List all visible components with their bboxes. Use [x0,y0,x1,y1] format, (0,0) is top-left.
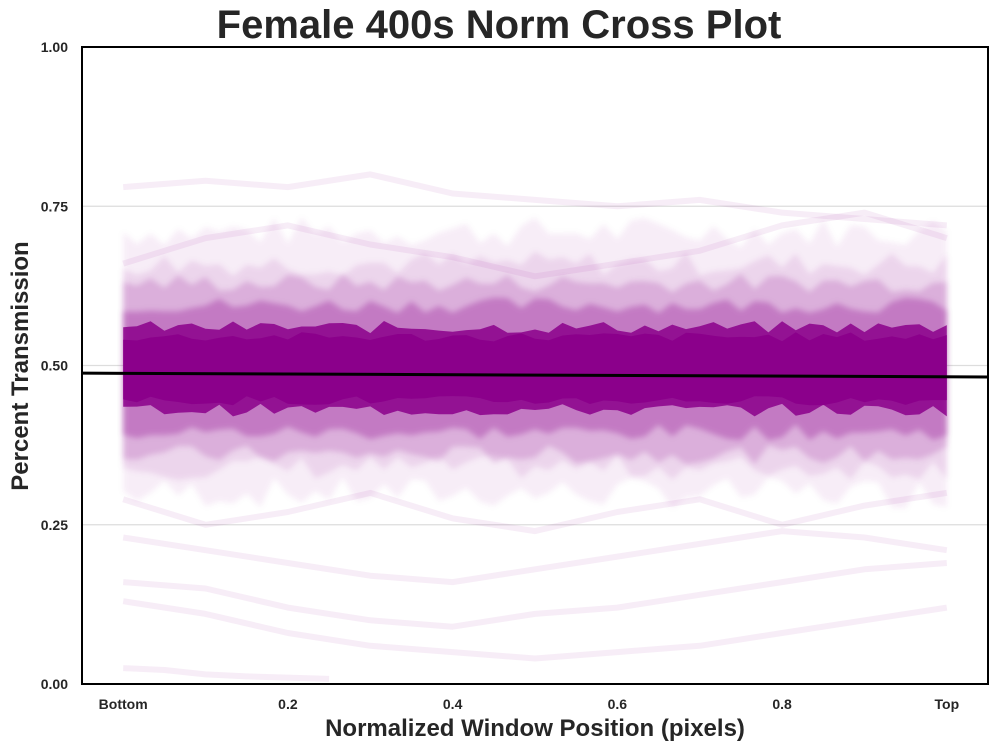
outlier-trace-2 [122,489,948,535]
outlier-trace-0 [122,171,948,229]
outlier-trace-3 [122,528,948,586]
y-tick-labels: 0.00 0.25 0.50 0.75 1.00 [41,39,68,692]
y-tick-label-3: 0.75 [41,198,68,214]
x-tick-label-5: Top [935,696,960,712]
fit-line-layer [82,371,988,379]
x-axis-label: Normalized Window Position (pixels) [325,715,745,742]
y-tick-label-2: 0.50 [41,358,68,374]
y-tick-label-1: 0.25 [41,517,68,533]
x-tick-label-1: 0.2 [278,696,298,712]
x-tick-label-4: 0.8 [772,696,792,712]
plot-frame [81,46,989,685]
x-tick-label-0: Bottom [99,696,148,712]
outlier-trace-6 [123,665,330,682]
fit-line [82,371,988,379]
chart-title: Female 400s Norm Cross Plot [217,3,782,47]
outlier-traces [122,171,948,682]
outlier-trace-4 [122,560,948,630]
outlier-trace-5 [122,598,948,662]
y-tick-label-0: 0.00 [41,676,68,692]
density-band-5 [123,332,947,406]
x-tick-label-3: 0.6 [608,696,628,712]
x-tick-label-2: 0.4 [443,696,463,712]
y-tick-label-4: 1.00 [41,39,68,55]
y-axis-label: Percent Transmission [7,241,34,490]
x-tick-labels: Bottom 0.2 0.4 0.6 0.8 Top [99,696,959,712]
trace-density-bands [123,217,947,509]
